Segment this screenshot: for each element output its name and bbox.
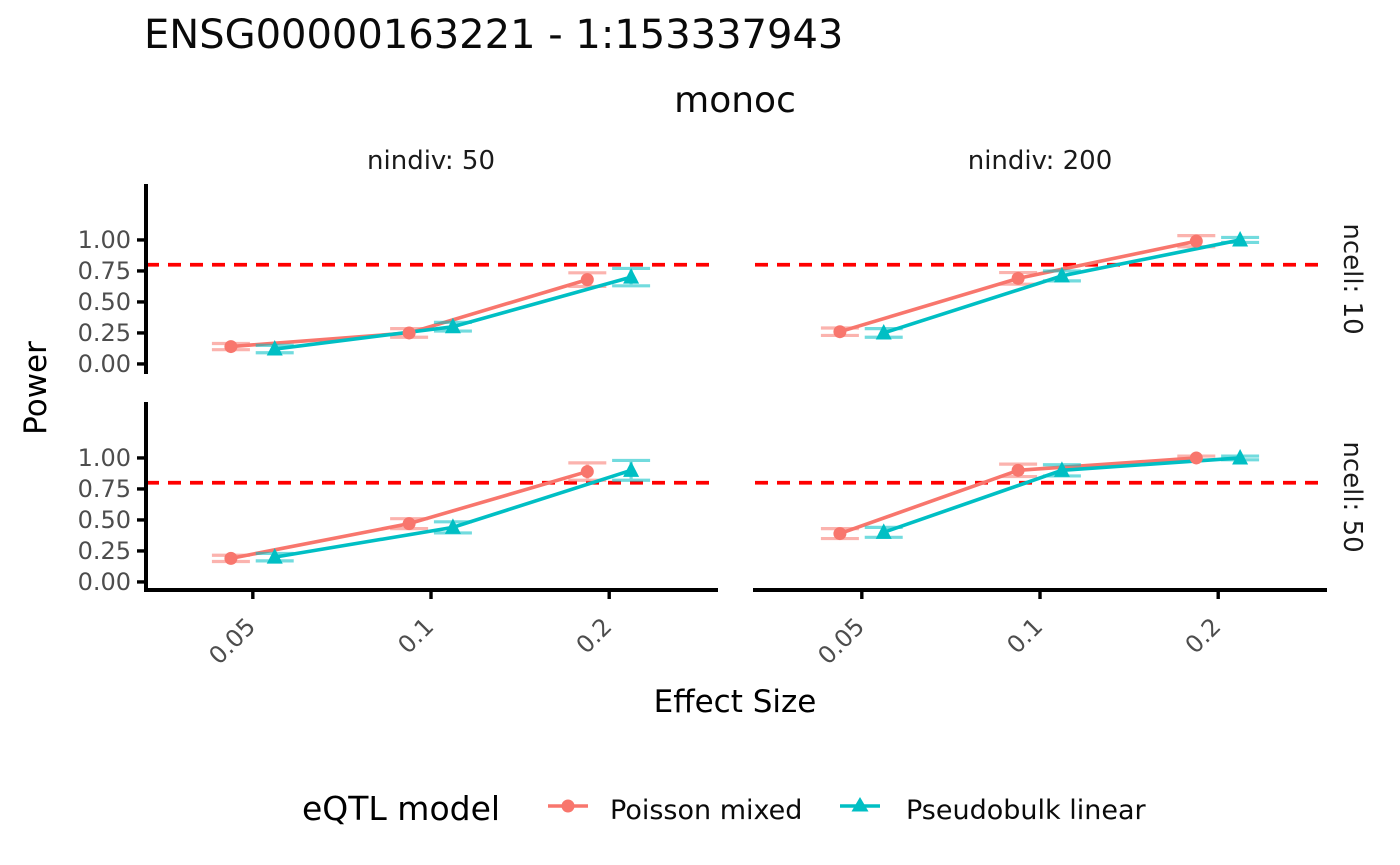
y-axis-title: Power	[18, 341, 54, 435]
legend-label-poisson-mixed: Poisson mixed	[610, 795, 803, 826]
legend-title: eQTL model	[302, 789, 501, 828]
data-point-triangle	[266, 340, 283, 356]
series-line	[229, 469, 590, 561]
data-point-triangle	[875, 323, 892, 340]
data-point-circle	[402, 326, 416, 340]
y-tick-label: 0.75	[78, 475, 131, 503]
x-tick-label: 0.2	[571, 612, 618, 659]
data-point-triangle	[1053, 266, 1070, 283]
y-tick-label: 1.00	[78, 226, 131, 254]
data-point-circle	[224, 340, 238, 354]
panel-nindiv-50-ncell-50	[146, 458, 716, 565]
data-point-circle	[1189, 451, 1203, 465]
legend-keys	[548, 797, 880, 813]
data-point-circle	[580, 465, 594, 479]
data-point-triangle	[266, 548, 283, 564]
y-tick-label: 1.00	[78, 444, 131, 472]
legend-label-pseudobulk-linear: Pseudobulk linear	[906, 795, 1146, 826]
x-tick-label: 0.1	[1001, 612, 1048, 659]
legend-key-triangle-pseudobulk	[851, 797, 869, 812]
error-bars	[864, 235, 1260, 339]
data-point-circle	[833, 325, 847, 339]
data-point-circle	[580, 273, 594, 287]
data-point-circle	[402, 517, 416, 531]
chart-subtitle: monoc	[674, 80, 796, 121]
data-point-triangle	[444, 317, 461, 334]
y-tick-label: 0.50	[78, 288, 131, 316]
x-axis-title: Effect Size	[653, 684, 817, 720]
data-point-triangle	[444, 518, 461, 534]
panel-nindiv-50-ncell-10	[146, 262, 716, 356]
x-tick-label: 0.2	[1180, 612, 1227, 659]
x-tick-label: 0.05	[203, 612, 261, 670]
panel-nindiv-200-ncell-10	[755, 230, 1325, 340]
data-point-triangle	[1232, 230, 1249, 247]
data-point-circle	[1011, 463, 1025, 477]
panel-nindiv-200-ncell-50	[755, 448, 1325, 541]
x-tick-label: 0.1	[392, 612, 439, 659]
facet-row-label-ncell-10: ncell: 10	[1337, 223, 1367, 335]
y-tick-label: 0.50	[78, 506, 131, 534]
chart-title: ENSG00000163221 - 1:153337943	[144, 12, 844, 58]
data-point-triangle	[623, 268, 640, 284]
data-point-circle	[1011, 271, 1025, 285]
data-point-circle	[1189, 234, 1203, 248]
y-tick-label: 0.75	[78, 257, 131, 285]
data-point-triangle	[1232, 448, 1249, 465]
axes	[144, 184, 1327, 592]
tick-marks	[137, 238, 1220, 599]
series-line	[881, 238, 1242, 335]
x-tick-label: 0.05	[812, 612, 870, 670]
facet-col-label-nindiv-200: nindiv: 200	[967, 146, 1113, 176]
data-point-circle	[833, 527, 847, 541]
facet-row-label-ncell-50: ncell: 50	[1337, 441, 1367, 553]
data-point-triangle	[1053, 461, 1070, 477]
facet-col-label-nindiv-50: nindiv: 50	[367, 146, 495, 176]
tick-labels: 0.00 0.00 0.25 0.25 0.50 0.50 0.75 0.75 1.00 1.00…	[78, 226, 1227, 670]
error-bars	[211, 461, 607, 564]
series-line	[838, 239, 1199, 334]
y-tick-label: 0.25	[78, 537, 131, 565]
y-tick-label: 0.00	[78, 568, 131, 596]
data-point-triangle	[623, 461, 640, 477]
legend-key-circle-poisson	[561, 799, 575, 813]
data-point-circle	[224, 551, 238, 565]
y-tick-label: 0.25	[78, 319, 131, 347]
y-tick-label: 0.00	[78, 350, 131, 378]
data-point-triangle	[875, 523, 892, 539]
